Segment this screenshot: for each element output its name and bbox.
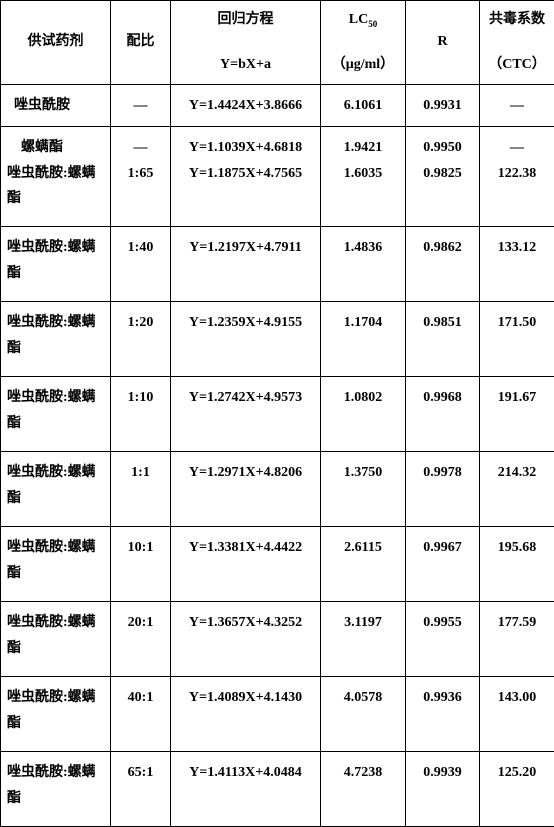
table-row: 唑虫酰胺:螺螨 酯 20:1 Y=1.3657X+4.3252 3.1197 0… bbox=[1, 602, 554, 677]
cell-r: 0.9955 bbox=[406, 602, 480, 677]
cell-lc: 4.7238 bbox=[321, 752, 406, 827]
cell-ratio: 1:1 bbox=[111, 452, 171, 527]
cell-equation: Y=1.4089X+4.1430 bbox=[171, 677, 321, 752]
cell-r: 0.9936 bbox=[406, 677, 480, 752]
cell-ratio: 20:1 bbox=[111, 602, 171, 677]
header-equation-text: 回归方程 bbox=[218, 12, 274, 27]
table-row: 唑虫酰胺:螺螨 酯 40:1 Y=1.4089X+4.1430 4.0578 0… bbox=[1, 677, 554, 752]
cell-ratio: 10:1 bbox=[111, 527, 171, 602]
cell-agent: 唑虫酰胺:螺螨 酯 bbox=[1, 452, 111, 527]
cell-agent: 唑虫酰胺:螺螨 酯 bbox=[1, 602, 111, 677]
header-lc-text: LC bbox=[349, 12, 368, 27]
cell-equation: Y=1.2197X+4.7911 bbox=[171, 227, 321, 302]
cell-r: 0.9968 bbox=[406, 377, 480, 452]
table-header-row: 供试药剂 配比 回归方程 Y=bX+a LC50 （μg/ml） R 共毒系数 … bbox=[1, 1, 554, 85]
cell-agent: 唑虫酰胺:螺螨 酯 bbox=[1, 752, 111, 827]
cell-equation: Y=1.4424X+3.8666 bbox=[171, 85, 321, 127]
cell-lc: 1.9421 1.6035 bbox=[321, 127, 406, 227]
header-ctc: 共毒系数 （CTC） bbox=[480, 1, 554, 85]
header-agent: 供试药剂 bbox=[1, 1, 111, 85]
table-row: 唑虫酰胺:螺螨 酯 1:10 Y=1.2742X+4.9573 1.0802 0… bbox=[1, 377, 554, 452]
cell-ratio: — bbox=[111, 85, 171, 127]
cell-ctc: 125.20 bbox=[480, 752, 554, 827]
cell-equation: Y=1.2971X+4.8206 bbox=[171, 452, 321, 527]
header-r: R bbox=[406, 1, 480, 85]
cell-equation: Y=1.3381X+4.4422 bbox=[171, 527, 321, 602]
cell-agent: 唑虫酰胺:螺螨 酯 bbox=[1, 677, 111, 752]
cell-ratio: 40:1 bbox=[111, 677, 171, 752]
cell-equation: Y=1.2742X+4.9573 bbox=[171, 377, 321, 452]
cell-lc: 1.1704 bbox=[321, 302, 406, 377]
cell-equation: Y=1.3657X+4.3252 bbox=[171, 602, 321, 677]
cell-ctc: — 122.38 bbox=[480, 127, 554, 227]
table-row: 唑虫酰胺 — Y=1.4424X+3.8666 6.1061 0.9931 — bbox=[1, 85, 554, 127]
cell-agent: 唑虫酰胺:螺螨 酯 bbox=[1, 227, 111, 302]
cell-r: 0.9931 bbox=[406, 85, 480, 127]
cell-ctc: 177.59 bbox=[480, 602, 554, 677]
cell-lc: 4.0578 bbox=[321, 677, 406, 752]
cell-ratio: — 1:65 bbox=[111, 127, 171, 227]
header-lc: LC50 （μg/ml） bbox=[321, 1, 406, 85]
header-lc-unit: （μg/ml） bbox=[332, 57, 394, 72]
header-equation-formula: Y=bX+a bbox=[220, 57, 271, 72]
cell-ratio: 1:10 bbox=[111, 377, 171, 452]
table-row: 唑虫酰胺:螺螨 酯 1:40 Y=1.2197X+4.7911 1.4836 0… bbox=[1, 227, 554, 302]
cell-equation: Y=1.2359X+4.9155 bbox=[171, 302, 321, 377]
cell-ctc: 133.12 bbox=[480, 227, 554, 302]
cell-agent: 唑虫酰胺:螺螨 酯 bbox=[1, 527, 111, 602]
cell-ctc: 191.67 bbox=[480, 377, 554, 452]
cell-lc: 3.1197 bbox=[321, 602, 406, 677]
cell-lc: 1.0802 bbox=[321, 377, 406, 452]
header-lc-sub: 50 bbox=[368, 19, 377, 29]
table-row: 螺螨酯 唑虫酰胺:螺螨 酯 — 1:65 Y=1.1039X+4.6818 Y=… bbox=[1, 127, 554, 227]
cell-ctc: 214.32 bbox=[480, 452, 554, 527]
cell-ctc: — bbox=[480, 85, 554, 127]
cell-equation: Y=1.1039X+4.6818 Y=1.1875X+4.7565 bbox=[171, 127, 321, 227]
cell-ratio: 65:1 bbox=[111, 752, 171, 827]
table-row: 唑虫酰胺:螺螨 酯 10:1 Y=1.3381X+4.4422 2.6115 0… bbox=[1, 527, 554, 602]
cell-ratio: 1:20 bbox=[111, 302, 171, 377]
cell-r: 0.9862 bbox=[406, 227, 480, 302]
table-row: 唑虫酰胺:螺螨 酯 1:20 Y=1.2359X+4.9155 1.1704 0… bbox=[1, 302, 554, 377]
cell-agent: 唑虫酰胺:螺螨 酯 bbox=[1, 302, 111, 377]
cell-agent: 唑虫酰胺:螺螨 酯 bbox=[1, 377, 111, 452]
cell-lc: 1.3750 bbox=[321, 452, 406, 527]
header-ctc-abbr: （CTC） bbox=[488, 57, 546, 72]
cell-ctc: 143.00 bbox=[480, 677, 554, 752]
cell-lc: 2.6115 bbox=[321, 527, 406, 602]
header-ratio: 配比 bbox=[111, 1, 171, 85]
cell-ratio: 1:40 bbox=[111, 227, 171, 302]
cell-ctc: 171.50 bbox=[480, 302, 554, 377]
cell-r: 0.9978 bbox=[406, 452, 480, 527]
table-body: 唑虫酰胺 — Y=1.4424X+3.8666 6.1061 0.9931 — … bbox=[1, 85, 554, 827]
cell-equation: Y=1.4113X+4.0484 bbox=[171, 752, 321, 827]
cell-agent: 螺螨酯 唑虫酰胺:螺螨 酯 bbox=[1, 127, 111, 227]
header-ctc-text: 共毒系数 bbox=[489, 12, 545, 27]
cell-ctc: 195.68 bbox=[480, 527, 554, 602]
pesticide-data-table: 供试药剂 配比 回归方程 Y=bX+a LC50 （μg/ml） R 共毒系数 … bbox=[0, 0, 554, 827]
cell-r: 0.9950 0.9825 bbox=[406, 127, 480, 227]
table-row: 唑虫酰胺:螺螨 酯 1:1 Y=1.2971X+4.8206 1.3750 0.… bbox=[1, 452, 554, 527]
cell-r: 0.9939 bbox=[406, 752, 480, 827]
cell-r: 0.9967 bbox=[406, 527, 480, 602]
cell-lc: 1.4836 bbox=[321, 227, 406, 302]
cell-r: 0.9851 bbox=[406, 302, 480, 377]
table-row: 唑虫酰胺:螺螨 酯 65:1 Y=1.4113X+4.0484 4.7238 0… bbox=[1, 752, 554, 827]
header-equation: 回归方程 Y=bX+a bbox=[171, 1, 321, 85]
cell-lc: 6.1061 bbox=[321, 85, 406, 127]
cell-agent: 唑虫酰胺 bbox=[1, 85, 111, 127]
